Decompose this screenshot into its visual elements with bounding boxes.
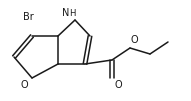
Text: O: O [130,35,138,45]
Text: O: O [114,80,122,90]
Text: H: H [69,8,75,17]
Text: N: N [62,8,70,18]
Text: O: O [20,80,28,90]
Text: Br: Br [23,12,33,22]
